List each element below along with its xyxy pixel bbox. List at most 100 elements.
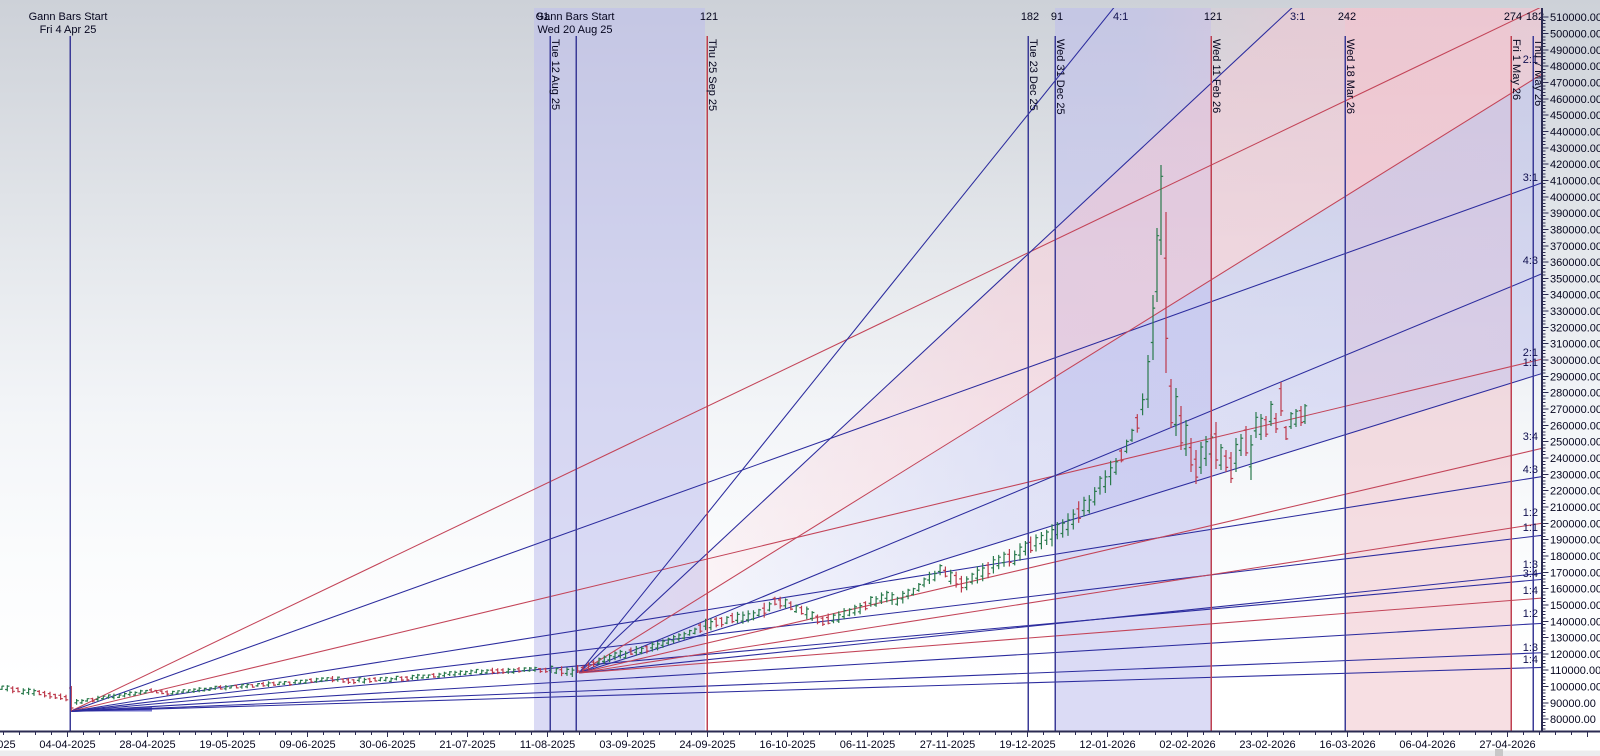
svg-text:1:3: 1:3	[1523, 559, 1538, 571]
svg-text:04-04-2025: 04-04-2025	[39, 739, 95, 751]
svg-text:1:3: 1:3	[1523, 642, 1538, 654]
svg-text:510000.00: 510000.00	[1550, 12, 1600, 24]
svg-text:11-08-2025: 11-08-2025	[520, 739, 575, 751]
svg-text:490000.00: 490000.00	[1550, 45, 1600, 57]
svg-text:2:1: 2:1	[1523, 54, 1538, 66]
svg-text:140000.00: 140000.00	[1550, 616, 1600, 628]
svg-text:390000.00: 390000.00	[1550, 208, 1600, 220]
svg-text:120000.00: 120000.00	[1550, 649, 1600, 661]
svg-text:Wed 18 Mar 26: Wed 18 Mar 26	[1344, 39, 1356, 114]
svg-text:1:2: 1:2	[1523, 608, 1538, 620]
svg-text:370000.00: 370000.00	[1550, 241, 1600, 253]
svg-text:Fri 1 May 26: Fri 1 May 26	[1510, 39, 1522, 100]
svg-text:150000.00: 150000.00	[1550, 600, 1600, 612]
svg-text:460000.00: 460000.00	[1550, 94, 1600, 106]
svg-text:170000.00: 170000.00	[1550, 567, 1600, 579]
svg-text:Wed 20 Aug 25: Wed 20 Aug 25	[537, 24, 612, 36]
svg-text:16-03-2025: 16-03-2025	[0, 739, 16, 751]
svg-text:4:1: 4:1	[1113, 11, 1128, 23]
svg-text:160000.00: 160000.00	[1550, 584, 1600, 596]
svg-text:480000.00: 480000.00	[1550, 61, 1600, 73]
svg-text:19-12-2025: 19-12-2025	[999, 739, 1055, 751]
svg-text:500000.00: 500000.00	[1550, 29, 1600, 41]
svg-text:1:4: 1:4	[1523, 654, 1538, 666]
svg-text:330000.00: 330000.00	[1550, 306, 1600, 318]
svg-text:290000.00: 290000.00	[1550, 371, 1600, 383]
svg-text:27-04-2026: 27-04-2026	[1479, 739, 1535, 751]
svg-text:Fri 4 Apr 25: Fri 4 Apr 25	[40, 24, 97, 36]
svg-text:4:3: 4:3	[1523, 464, 1538, 476]
svg-text:03-09-2025: 03-09-2025	[599, 739, 655, 751]
svg-text:Wed 31 Dec 25: Wed 31 Dec 25	[1054, 39, 1066, 115]
svg-text:240000.00: 240000.00	[1550, 453, 1600, 465]
svg-text:19-05-2025: 19-05-2025	[199, 739, 255, 751]
svg-text:30-06-2025: 30-06-2025	[359, 739, 415, 751]
svg-text:16-03-2026: 16-03-2026	[1319, 739, 1375, 751]
svg-text:210000.00: 210000.00	[1550, 502, 1600, 514]
svg-text:3:4: 3:4	[1523, 568, 1538, 580]
svg-text:182: 182	[1526, 11, 1544, 23]
svg-text:3:4: 3:4	[1523, 431, 1538, 443]
svg-text:430000.00: 430000.00	[1550, 143, 1600, 155]
svg-text:Thu 25 Sep 25: Thu 25 Sep 25	[706, 39, 718, 111]
svg-text:06-11-2025: 06-11-2025	[840, 739, 895, 751]
svg-text:100000.00: 100000.00	[1550, 682, 1600, 694]
svg-text:Tue 12 Aug 25: Tue 12 Aug 25	[549, 39, 561, 110]
svg-text:180000.00: 180000.00	[1550, 551, 1600, 563]
svg-text:310000.00: 310000.00	[1550, 339, 1600, 351]
svg-text:2:1: 2:1	[1523, 347, 1538, 359]
svg-text:270000.00: 270000.00	[1550, 404, 1600, 416]
svg-text:320000.00: 320000.00	[1550, 322, 1600, 334]
svg-text:274: 274	[1504, 11, 1522, 23]
svg-text:12-01-2026: 12-01-2026	[1079, 739, 1135, 751]
svg-text:16-10-2025: 16-10-2025	[759, 739, 815, 751]
svg-text:230000.00: 230000.00	[1550, 469, 1600, 481]
svg-text:400000.00: 400000.00	[1550, 192, 1600, 204]
svg-text:220000.00: 220000.00	[1550, 486, 1600, 498]
svg-text:1:2: 1:2	[1523, 507, 1538, 519]
svg-text:27-11-2025: 27-11-2025	[920, 739, 975, 751]
svg-text:110000.00: 110000.00	[1550, 665, 1600, 677]
svg-text:3:1: 3:1	[1523, 172, 1538, 184]
svg-text:121: 121	[700, 11, 718, 23]
svg-text:Wed 11 Feb 26: Wed 11 Feb 26	[1210, 39, 1222, 113]
svg-text:300000.00: 300000.00	[1550, 355, 1600, 367]
svg-text:24-09-2025: 24-09-2025	[679, 739, 735, 751]
svg-text:420000.00: 420000.00	[1550, 159, 1600, 171]
svg-text:4:3: 4:3	[1523, 255, 1538, 267]
svg-text:80000.00: 80000.00	[1550, 714, 1596, 726]
svg-text:182: 182	[1021, 11, 1039, 23]
svg-text:02-02-2026: 02-02-2026	[1159, 739, 1215, 751]
svg-text:260000.00: 260000.00	[1550, 420, 1600, 432]
svg-text:1:4: 1:4	[1523, 585, 1538, 597]
svg-text:1:1: 1:1	[1523, 357, 1538, 369]
svg-text:340000.00: 340000.00	[1550, 290, 1600, 302]
svg-text:1:1: 1:1	[1523, 522, 1538, 534]
svg-text:440000.00: 440000.00	[1550, 127, 1600, 139]
svg-text:3:1: 3:1	[1290, 11, 1305, 23]
svg-text:23-02-2026: 23-02-2026	[1239, 739, 1295, 751]
svg-text:121: 121	[1204, 11, 1222, 23]
svg-text:09-06-2025: 09-06-2025	[279, 739, 335, 751]
svg-text:Tue 23 Dec 25: Tue 23 Dec 25	[1027, 39, 1039, 111]
svg-text:190000.00: 190000.00	[1550, 535, 1600, 547]
svg-text:91: 91	[1051, 11, 1063, 23]
svg-text:130000.00: 130000.00	[1550, 633, 1600, 645]
svg-text:410000.00: 410000.00	[1550, 176, 1600, 188]
svg-text:200000.00: 200000.00	[1550, 518, 1600, 530]
svg-text:91: 91	[537, 11, 549, 23]
svg-text:06-04-2026: 06-04-2026	[1399, 739, 1455, 751]
svg-text:360000.00: 360000.00	[1550, 257, 1600, 269]
svg-text:21-07-2025: 21-07-2025	[439, 739, 495, 751]
svg-text:28-04-2025: 28-04-2025	[119, 739, 175, 751]
svg-text:90000.00: 90000.00	[1550, 698, 1596, 710]
svg-text:280000.00: 280000.00	[1550, 388, 1600, 400]
svg-text:250000.00: 250000.00	[1550, 437, 1600, 449]
svg-text:242: 242	[1338, 11, 1356, 23]
svg-text:380000.00: 380000.00	[1550, 224, 1600, 236]
svg-text:Gann Bars Start: Gann Bars Start	[29, 11, 108, 23]
svg-text:470000.00: 470000.00	[1550, 78, 1600, 90]
svg-text:350000.00: 350000.00	[1550, 273, 1600, 285]
svg-text:Gann Bars Start: Gann Bars Start	[536, 11, 615, 23]
svg-text:450000.00: 450000.00	[1550, 110, 1600, 122]
